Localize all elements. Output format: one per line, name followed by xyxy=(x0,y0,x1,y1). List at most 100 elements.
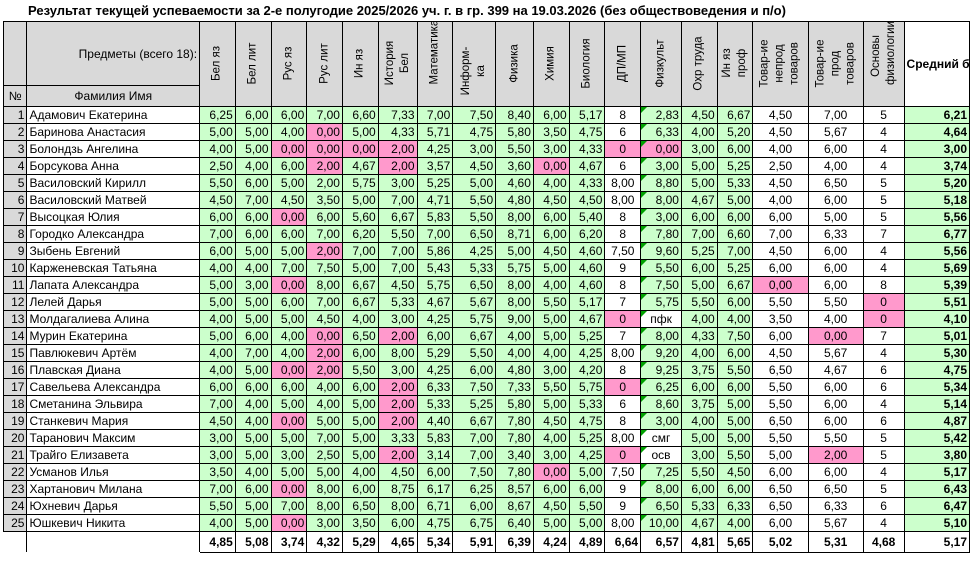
grade-cell[interactable]: 5,86 xyxy=(416,242,454,260)
grade-cell[interactable]: 5,00 xyxy=(234,429,272,447)
grade-cell[interactable]: 7,00 xyxy=(452,446,497,464)
grade-cell[interactable]: 8 xyxy=(604,361,642,379)
grade-cell[interactable]: 6,00 xyxy=(807,378,864,396)
grade-cell[interactable]: 6,00 xyxy=(416,327,454,345)
grade-cell[interactable]: 4,00 xyxy=(234,412,272,430)
student-name[interactable]: Болондзь Ангелина xyxy=(26,140,201,158)
student-name[interactable]: Карженевская Татьяна xyxy=(26,259,201,277)
grade-cell[interactable]: 6,50 xyxy=(640,497,682,515)
grade-cell[interactable]: 7,00 xyxy=(377,191,418,209)
student-name[interactable]: Таранович Максим xyxy=(26,429,201,447)
student-name[interactable]: Василовский Матвей xyxy=(26,191,201,209)
grade-cell[interactable]: 3,50 xyxy=(199,463,236,481)
grade-cell[interactable]: 5,00 xyxy=(341,123,379,141)
grade-cell[interactable]: 8 xyxy=(604,225,642,243)
grade-cell[interactable]: 6,67 xyxy=(452,327,497,345)
grade-cell[interactable]: 6,67 xyxy=(716,276,754,294)
average-cell[interactable]: 5,51 xyxy=(903,293,971,311)
grade-cell[interactable]: 4,00 xyxy=(341,463,379,481)
grade-cell[interactable]: 5,00 xyxy=(532,395,570,413)
grade-cell[interactable]: 2,50 xyxy=(199,157,236,175)
grade-cell[interactable]: 6,60 xyxy=(716,225,754,243)
grade-cell[interactable]: 3,00 xyxy=(532,140,570,158)
subject-total-cell[interactable]: 6,64 xyxy=(604,531,642,553)
grade-cell[interactable]: 4,00 xyxy=(234,259,272,277)
grade-cell[interactable]: 3,00 xyxy=(377,310,418,328)
grade-cell[interactable]: 4,50 xyxy=(270,191,308,209)
grade-cell[interactable]: 5,00 xyxy=(270,429,308,447)
average-cell[interactable]: 5,39 xyxy=(903,276,971,294)
grade-cell[interactable]: 6,50 xyxy=(752,480,809,498)
grade-cell[interactable]: 7,33 xyxy=(377,106,418,124)
grade-cell[interactable]: 4,60 xyxy=(568,276,606,294)
grade-cell[interactable]: 6,50 xyxy=(452,276,497,294)
grade-cell[interactable]: 6 xyxy=(862,378,905,396)
grade-cell[interactable]: 3,00 xyxy=(199,446,236,464)
grade-cell[interactable]: 9,20 xyxy=(640,344,682,362)
grade-cell[interactable]: 3,00 xyxy=(680,446,718,464)
grade-cell[interactable]: 7,00 xyxy=(270,259,308,277)
grade-cell[interactable]: 9,00 xyxy=(495,310,534,328)
grade-cell[interactable]: 7,00 xyxy=(306,106,343,124)
grade-cell[interactable]: 4,25 xyxy=(416,140,454,158)
grade-cell[interactable]: 7,00 xyxy=(377,242,418,260)
grade-cell[interactable]: 3,00 xyxy=(377,361,418,379)
grade-cell[interactable]: 3,75 xyxy=(680,395,718,413)
grade-cell[interactable]: 4,00 xyxy=(716,514,754,532)
grade-cell[interactable]: 6,00 xyxy=(234,225,272,243)
grade-cell[interactable]: 6,00 xyxy=(532,225,570,243)
grade-cell[interactable]: 6,20 xyxy=(341,225,379,243)
grade-cell[interactable]: 2,00 xyxy=(377,157,418,175)
grade-cell[interactable]: 4 xyxy=(862,344,905,362)
grade-cell[interactable]: 3,00 xyxy=(306,514,343,532)
grade-cell[interactable]: 6,00 xyxy=(234,378,272,396)
grade-cell[interactable]: 4,67 xyxy=(568,310,606,328)
grade-cell[interactable]: 5,50 xyxy=(752,378,809,396)
grade-cell[interactable]: 6,67 xyxy=(377,208,418,226)
grade-cell[interactable]: 4,50 xyxy=(199,412,236,430)
grade-cell[interactable]: 5,50 xyxy=(532,378,570,396)
grade-cell[interactable]: 5,75 xyxy=(416,276,454,294)
grade-cell[interactable]: 6,00 xyxy=(716,378,754,396)
grade-cell[interactable]: 5,00 xyxy=(532,514,570,532)
average-cell[interactable]: 5,01 xyxy=(903,327,971,345)
grade-cell[interactable]: 7,00 xyxy=(341,242,379,260)
grade-cell[interactable]: 6,00 xyxy=(752,259,809,277)
grade-cell[interactable]: 5,50 xyxy=(807,429,864,447)
grade-cell[interactable]: 6,75 xyxy=(452,514,497,532)
grade-cell[interactable]: 5,80 xyxy=(495,395,534,413)
grade-cell[interactable]: 5,00 xyxy=(680,157,718,175)
grade-cell[interactable]: 4,00 xyxy=(270,123,308,141)
grade-cell[interactable]: 4,00 xyxy=(495,344,534,362)
grade-cell[interactable]: 5,00 xyxy=(199,293,236,311)
grade-cell[interactable]: 4,75 xyxy=(416,514,454,532)
grade-cell[interactable]: 7,50 xyxy=(604,242,642,260)
grade-cell[interactable]: 7,00 xyxy=(377,259,418,277)
grade-cell[interactable]: 5 xyxy=(862,480,905,498)
grade-cell[interactable]: 4,50 xyxy=(377,276,418,294)
grade-cell[interactable]: 6 xyxy=(862,412,905,430)
grade-cell[interactable]: 6,00 xyxy=(807,140,864,158)
grade-cell[interactable]: 5,00 xyxy=(341,412,379,430)
grade-cell[interactable]: 4,50 xyxy=(532,412,570,430)
grade-cell[interactable]: 6,00 xyxy=(234,480,272,498)
subject-total-cell[interactable]: 5,08 xyxy=(234,531,272,553)
grade-cell[interactable]: 5,00 xyxy=(716,429,754,447)
grade-cell[interactable]: 2,00 xyxy=(377,395,418,413)
grade-cell[interactable]: 6,60 xyxy=(341,106,379,124)
grade-cell[interactable]: 5,67 xyxy=(807,123,864,141)
grade-cell[interactable]: 4,60 xyxy=(495,174,534,192)
grade-cell[interactable]: 3,00 xyxy=(640,412,682,430)
grade-cell[interactable]: 2,00 xyxy=(377,446,418,464)
grade-cell[interactable]: 4,00 xyxy=(270,344,308,362)
grade-cell[interactable]: 5,00 xyxy=(680,276,718,294)
grade-cell[interactable]: 8 xyxy=(862,276,905,294)
student-name[interactable]: Борсукова Анна xyxy=(26,157,201,175)
grade-cell[interactable]: 5,25 xyxy=(416,174,454,192)
grade-cell[interactable]: 4,00 xyxy=(234,463,272,481)
grade-cell[interactable]: 6,00 xyxy=(532,480,570,498)
grade-cell[interactable]: 5,00 xyxy=(234,310,272,328)
grade-cell[interactable]: 5,75 xyxy=(452,310,497,328)
grade-cell[interactable]: 8,00 xyxy=(495,208,534,226)
grade-cell[interactable]: 5,50 xyxy=(716,446,754,464)
